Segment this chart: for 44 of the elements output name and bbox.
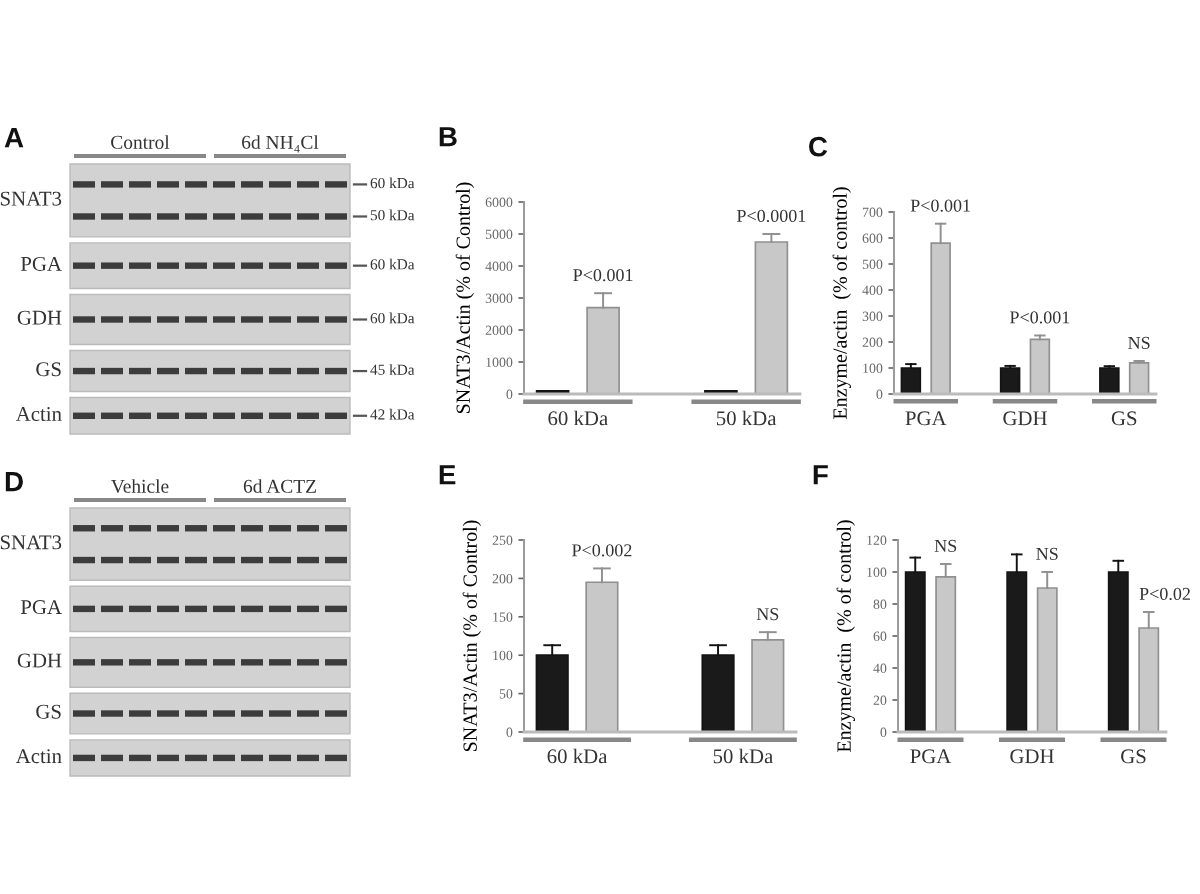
category-label: GDH (17, 310, 62, 325)
chart-title: C (809, 136, 828, 157)
chart-title: F (813, 465, 828, 485)
category-label: GS (36, 362, 61, 377)
y-axis-title: Enzyme/actin (% of control) (836, 520, 855, 753)
category-label: Actin (15, 406, 62, 421)
category-label: 6d NH₄Cl (242, 135, 319, 153)
category-label: GS (36, 704, 61, 719)
x-tick-label: 50 kDa (713, 748, 774, 764)
annotation: NS (1128, 336, 1150, 349)
annotation: P<0.02 (1139, 587, 1190, 601)
x-tick-label: PGA (910, 749, 952, 764)
y-axis-title: SNAT3/Actin (% of Control) (462, 520, 481, 752)
x-tick-label: 60 kDa (547, 748, 608, 764)
x-tick-label: GS (1121, 749, 1146, 764)
category-label: SNAT3 (0, 191, 62, 206)
annotation: P<0.001 (573, 269, 633, 282)
x-tick-label: PGA (905, 411, 947, 426)
category-label: GDH (17, 653, 62, 668)
x-tick-label: GS (1111, 411, 1137, 426)
category-label: Vehicle (111, 479, 169, 493)
x-tick-label: GDH (1003, 411, 1047, 426)
category-label: PGA (20, 600, 62, 615)
y-axis-title: SNAT3/Actin (% of Control) (455, 182, 474, 414)
category-label: 6d ACTZ (243, 479, 316, 493)
annotation: P<0.001 (1009, 311, 1070, 324)
chart-title: B (439, 127, 457, 147)
annotation: P<0.0001 (736, 209, 806, 223)
x-tick-label: 60 kDa (548, 410, 608, 426)
chart-title: E (439, 465, 456, 485)
annotation: NS (1036, 547, 1058, 560)
text: A (4, 128, 24, 148)
y-axis-title: Enzyme/actin (% of control) (832, 187, 851, 420)
annotation: P<0.002 (572, 544, 632, 557)
category-label: Actin (15, 749, 62, 764)
x-tick-label: GDH (1010, 749, 1054, 764)
text: D (5, 472, 23, 492)
annotation: NS (934, 539, 957, 552)
x-tick-label: 50 kDa (716, 410, 777, 426)
text: P<0.001 (910, 199, 970, 212)
category-label: SNAT3 (0, 535, 62, 550)
category-label: PGA (20, 256, 62, 271)
annotation: NS (756, 608, 779, 621)
category-label: Control (111, 135, 170, 149)
